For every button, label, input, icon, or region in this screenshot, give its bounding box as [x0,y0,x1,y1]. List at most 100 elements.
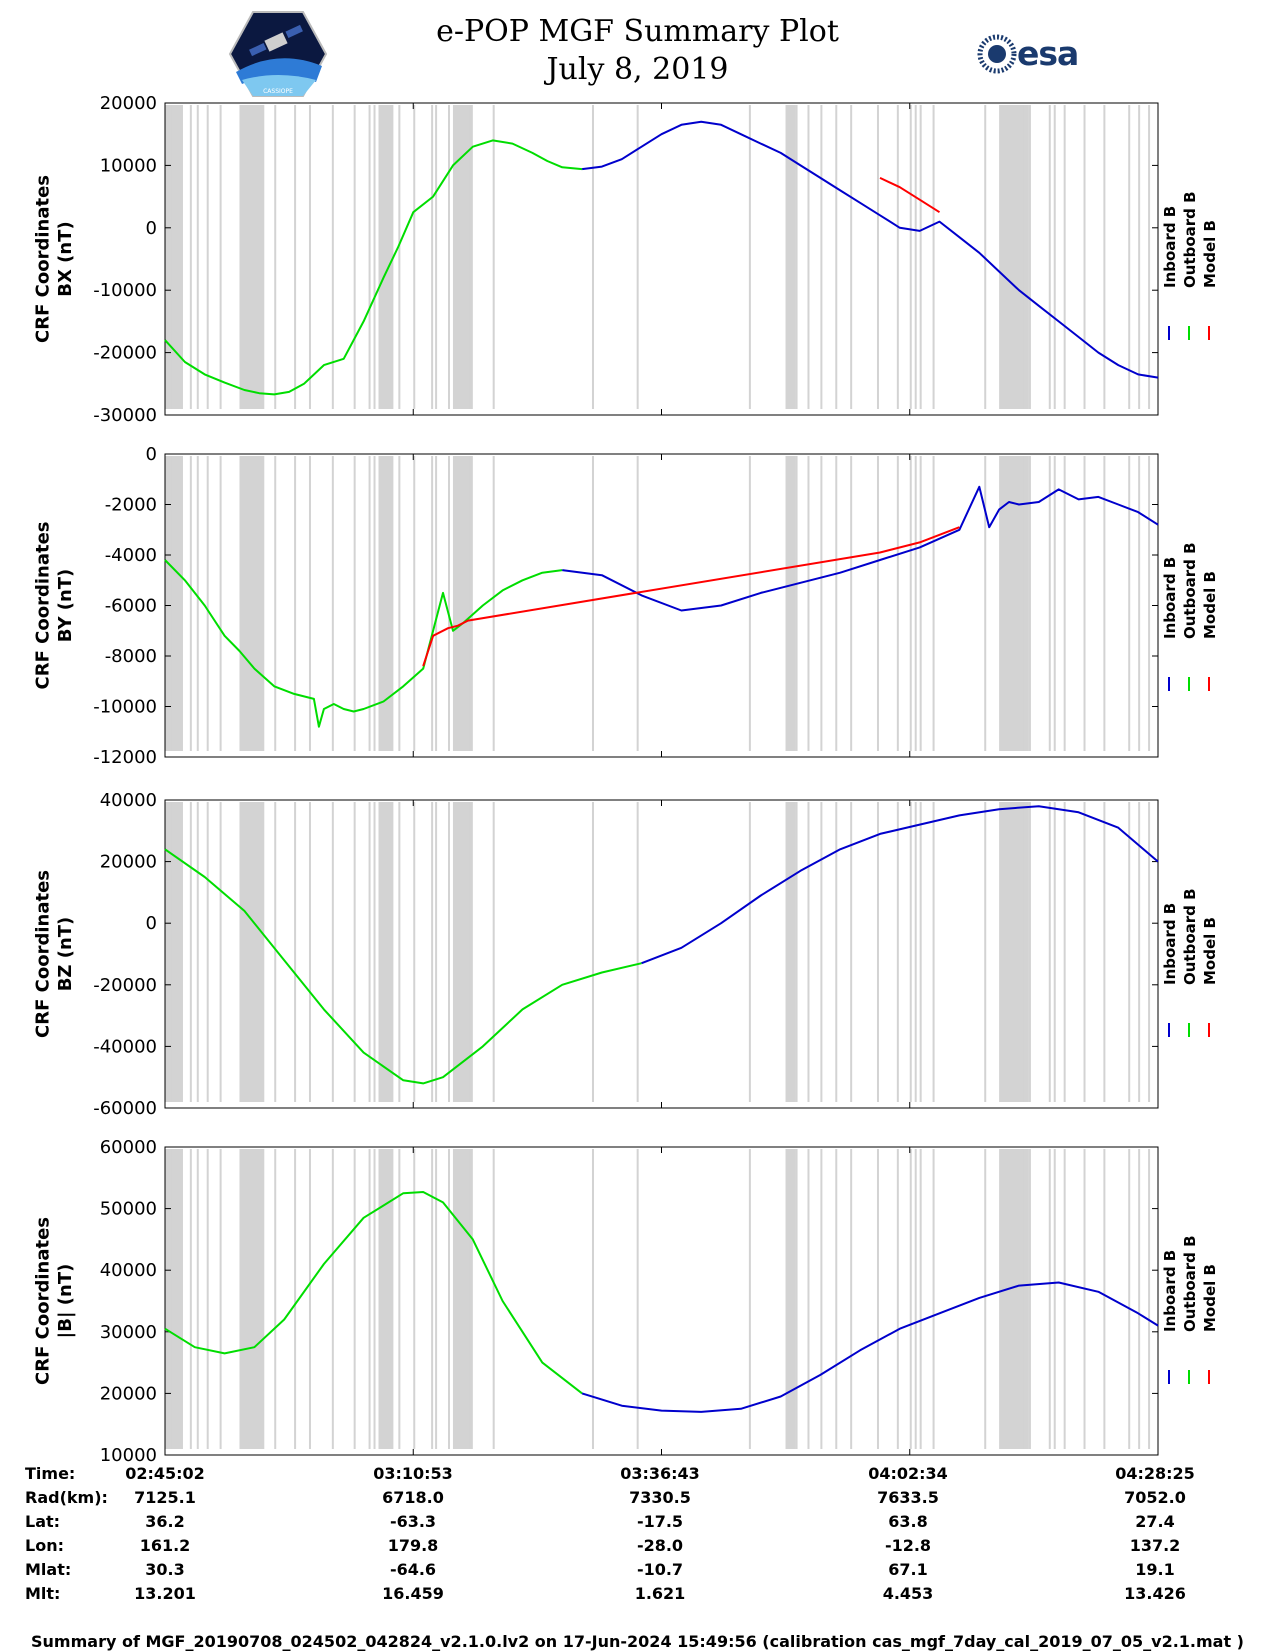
shading-line [1053,1149,1056,1449]
y-tick-label: -2000 [105,495,157,516]
shading-line [368,802,371,1102]
shading-line [820,105,823,409]
y-tick-label: -8000 [105,646,157,667]
y-axis-label-line2: BX (nT) [55,221,76,296]
shading-line [984,802,987,1102]
legend-label-model: Model B [1201,571,1219,639]
y-axis-label: CRF CoordinatesBZ (nT) [32,870,76,1038]
shading-line [984,1149,987,1449]
shading-line [807,456,810,751]
shading-line [452,1149,455,1449]
y-tick-label: 20000 [100,1383,157,1404]
shading-line [467,105,470,409]
lon-value: -28.0 [636,1536,684,1555]
shading-line [259,456,262,751]
esa-logo: esa [975,32,1095,76]
shading-line [984,456,987,751]
info-column-2: 03:10:53 6718.0 -63.3 179.8 -64.6 16.459 [333,1462,493,1606]
shading-line [331,802,334,1102]
shading-line [1128,802,1131,1102]
shading-line [748,802,751,1102]
shading-line [353,802,356,1102]
shading-line [180,456,183,751]
shading-line [398,456,401,751]
shading-line [876,105,879,409]
shading-line [378,1149,381,1449]
shading-line [1048,105,1051,409]
shading-line [876,802,879,1102]
shading-line [807,1149,810,1449]
shading-line [1148,802,1151,1102]
mlat-value: 19.1 [1135,1560,1175,1579]
shading-line [1004,802,1007,1102]
shading-line [378,456,381,751]
shading-line [1009,1149,1012,1449]
shading-line [457,1149,460,1449]
shading-line [914,1149,917,1449]
shading-line [1048,456,1051,751]
shading-line [206,802,209,1102]
shading-line [876,1149,879,1449]
shading-line [431,105,434,409]
shading-line [219,1149,222,1449]
shading-line [259,802,262,1102]
info-column-1: 02:45:02 7125.1 36.2 161.2 30.3 13.201 [85,1462,245,1606]
shading-line [378,105,381,409]
shading-line [1138,456,1141,751]
y-tick-label: 40000 [100,1260,157,1281]
shading-line [1138,1149,1141,1449]
shading-line [807,802,810,1102]
y-tick-label: -60000 [93,1098,157,1119]
series-line-outboard [164,559,563,728]
shading-line [189,1149,192,1449]
label-lon: Lon: [25,1536,64,1555]
y-axis-label: CRF Coordinates|B| (nT) [32,1217,76,1385]
shading-line [914,456,917,751]
shading-line [1103,802,1106,1102]
y-tick-label: -20000 [93,343,157,364]
label-rad: Rad(km): [25,1488,108,1507]
shading-line [748,105,751,409]
shading-line [1063,802,1066,1102]
shading-line [1063,105,1066,409]
y-axis-label-line2: BY (nT) [55,569,76,643]
shading-line [413,1149,416,1449]
y-axis-label-line1: CRF Coordinates [32,522,53,690]
shading-line [807,105,810,409]
legend-label-outboard: Outboard B [1181,888,1199,985]
legend-label-model: Model B [1201,917,1219,985]
shading-line [368,456,371,751]
shading-band [165,1149,183,1449]
lat-value: 27.4 [1135,1512,1175,1531]
y-tick-label: 50000 [100,1199,157,1220]
rad-value: 7052.0 [1124,1488,1186,1507]
shading-line [431,1149,434,1449]
y-tick-label: 60000 [100,1137,157,1158]
shading-line [246,802,249,1102]
shading-line [274,105,277,409]
shading-line [189,802,192,1102]
epop-logo-caption: CASSIOPE [263,88,293,95]
epop-logo-graphic: CASSIOPE [228,11,328,97]
shading-line [1138,802,1141,1102]
shading-line [1083,105,1086,409]
time-value: 02:45:02 [125,1464,205,1483]
y-axis-label: CRF CoordinatesBX (nT) [32,175,76,343]
shading-line [308,1149,311,1449]
shading-line [206,105,209,409]
shading-line [835,105,838,409]
shading-line [1063,456,1066,751]
info-column-3: 03:36:43 7330.5 -17.5 -28.0 -10.7 1.621 [580,1462,740,1606]
epop-logo: CASSIOPE [228,10,328,98]
shading-line [457,105,460,409]
shading-line [252,105,255,409]
y-axis-label-line2: |B| (nT) [55,1264,76,1339]
shading-line [591,456,594,751]
shading-line [636,105,639,409]
y-tick-label: 20000 [100,93,157,114]
shading-line [174,456,177,751]
shading-line [932,1149,935,1449]
shading-line [850,105,853,409]
shading-line [1028,456,1031,751]
y-tick-label: 0 [146,444,157,465]
